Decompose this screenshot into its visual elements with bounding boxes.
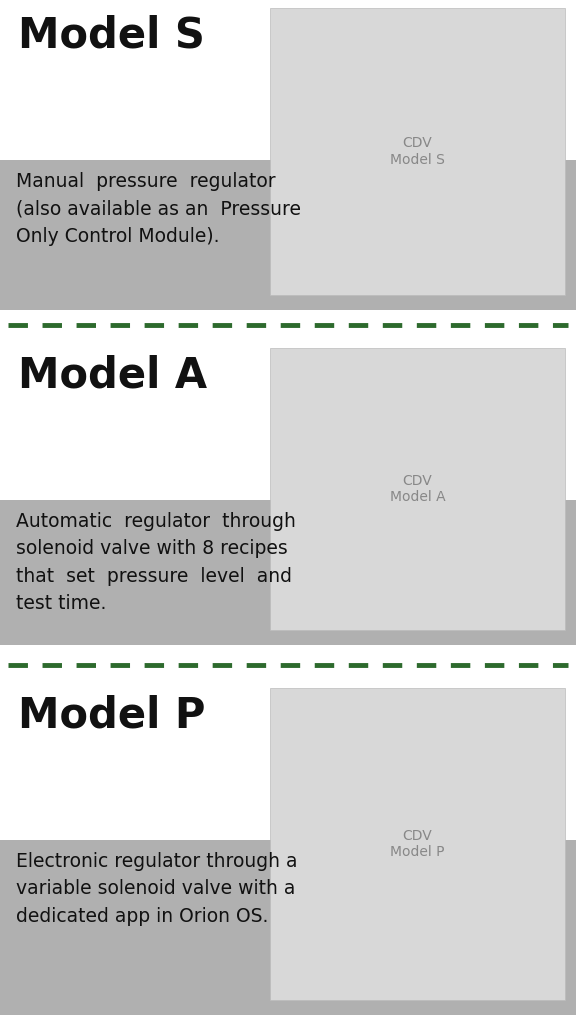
Text: CDV
Model P: CDV Model P [391, 828, 445, 859]
Bar [0, 500, 576, 645]
Bar [0, 0, 576, 160]
Text: CDV
Model A: CDV Model A [390, 474, 445, 504]
Text: Manual  pressure  regulator
(also available as an  Pressure
Only Control Module): Manual pressure regulator (also availabl… [16, 172, 301, 246]
Text: Model S: Model S [18, 15, 205, 57]
Bar [0, 340, 576, 500]
Bar [0, 1015, 576, 1024]
Bar [270, 688, 565, 1000]
Bar [0, 680, 576, 840]
Text: Electronic regulator through a
variable solenoid valve with a
dedicated app in O: Electronic regulator through a variable … [16, 852, 297, 926]
Bar [0, 310, 576, 340]
Text: CDV
Model S: CDV Model S [390, 136, 445, 167]
Text: Model A: Model A [18, 355, 207, 397]
Bar [0, 840, 576, 1015]
Bar [0, 649, 576, 680]
Bar [270, 348, 565, 630]
Bar [270, 8, 565, 295]
Text: Automatic  regulator  through
solenoid valve with 8 recipes
that  set  pressure : Automatic regulator through solenoid val… [16, 512, 296, 612]
Text: Model P: Model P [18, 695, 206, 737]
Bar [0, 160, 576, 310]
